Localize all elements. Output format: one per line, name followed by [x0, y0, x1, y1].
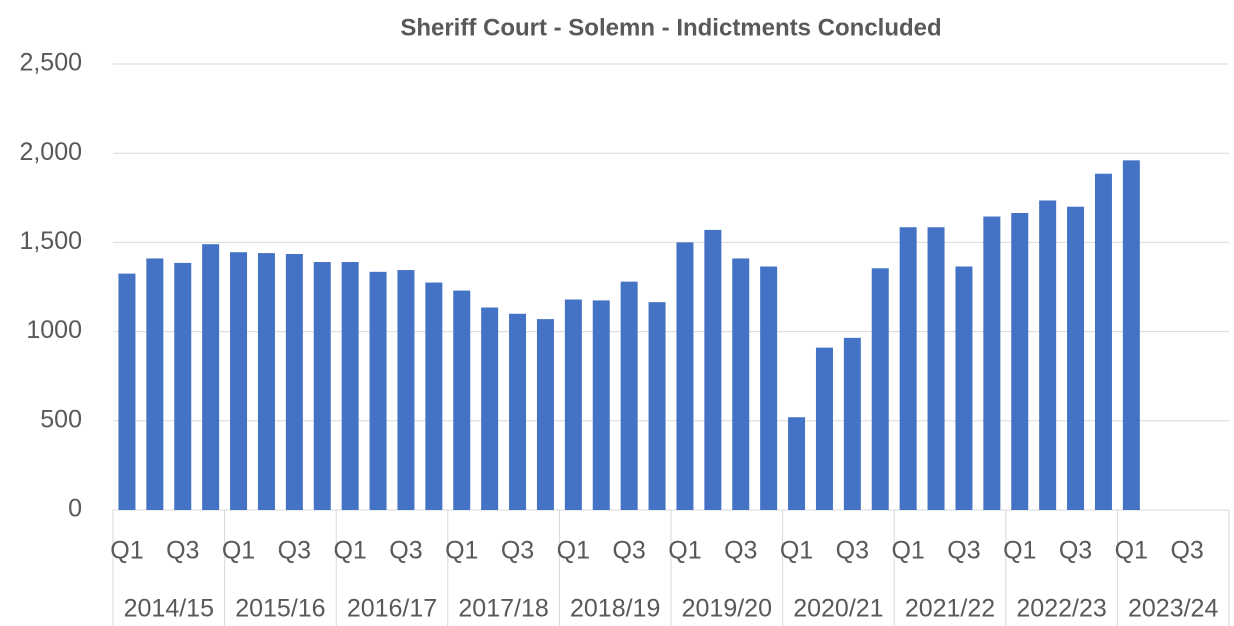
- bar: [676, 242, 694, 510]
- group-label: 2019/20: [682, 595, 772, 623]
- bar: [341, 262, 359, 510]
- group-label: 2017/18: [458, 595, 548, 623]
- x-tick-label: Q3: [389, 537, 422, 565]
- x-tick-label: Q3: [947, 537, 980, 565]
- group-label: 2016/17: [347, 595, 437, 623]
- x-tick-label: Q1: [1003, 537, 1036, 565]
- bar: [285, 253, 303, 510]
- x-tick-label: Q3: [612, 537, 645, 565]
- y-tick-label: 2,500: [19, 49, 82, 77]
- bar: [927, 227, 945, 510]
- bar: [843, 337, 861, 510]
- bar: [899, 227, 917, 510]
- x-tick-label: Q3: [501, 537, 534, 565]
- x-tick-label: Q3: [836, 537, 869, 565]
- bar: [1011, 212, 1029, 511]
- bar: [955, 266, 973, 510]
- bar: [313, 262, 331, 510]
- x-tick-label: Q3: [724, 537, 757, 565]
- bar: [1122, 160, 1140, 510]
- y-tick-label: 2,000: [19, 138, 82, 166]
- bar: [1067, 206, 1085, 510]
- group-label: 2014/15: [124, 595, 214, 623]
- bar: [564, 299, 582, 510]
- x-tick-label: Q1: [445, 537, 478, 565]
- group-label: 2022/23: [1016, 595, 1106, 623]
- bar: [481, 307, 499, 510]
- x-tick-label: Q1: [668, 537, 701, 565]
- x-tick-label: Q1: [333, 537, 366, 565]
- bar: [425, 282, 443, 510]
- x-tick-label: Q1: [891, 537, 924, 565]
- bar: [1039, 200, 1057, 510]
- x-tick-label: Q3: [166, 537, 199, 565]
- x-tick-label: Q3: [278, 537, 311, 565]
- group-label: 2018/19: [570, 595, 660, 623]
- x-tick-label: Q1: [780, 537, 813, 565]
- x-tick-label: Q1: [1115, 537, 1148, 565]
- bar: [788, 417, 806, 510]
- y-tick-label: 1,500: [19, 227, 82, 255]
- y-tick-label: 1000: [26, 316, 82, 344]
- bar: [648, 302, 666, 510]
- group-label: 2023/24: [1128, 595, 1218, 623]
- bar: [397, 270, 415, 510]
- bar: [815, 347, 833, 510]
- x-tick-label: Q1: [557, 537, 590, 565]
- bar: [369, 271, 387, 510]
- x-tick-label: Q1: [110, 537, 143, 565]
- bar: [983, 216, 1001, 511]
- y-tick-label: 0: [68, 495, 82, 523]
- bar: [230, 252, 248, 510]
- group-label: 2021/22: [905, 595, 995, 623]
- bar: [620, 281, 638, 510]
- bar: [592, 300, 610, 510]
- x-tick-label: Q1: [222, 537, 255, 565]
- group-label: 2020/21: [793, 595, 883, 623]
- bar: [704, 229, 722, 511]
- bar: [202, 244, 220, 510]
- bar: [871, 268, 889, 510]
- bar: [118, 273, 136, 510]
- x-tick-label: Q3: [1059, 537, 1092, 565]
- bar: [509, 313, 527, 510]
- chart-title: Sheriff Court - Solemn - Indictments Con…: [400, 14, 941, 41]
- bar: [536, 319, 554, 510]
- bar: [174, 262, 192, 510]
- group-label: 2015/16: [235, 595, 325, 623]
- bar: [146, 258, 164, 510]
- bar: [760, 266, 778, 510]
- bar: [1094, 173, 1112, 510]
- bar: [453, 290, 471, 510]
- bar: [257, 253, 275, 510]
- y-tick-label: 500: [40, 405, 82, 433]
- bar: [732, 258, 750, 510]
- x-tick-label: Q3: [1170, 537, 1203, 565]
